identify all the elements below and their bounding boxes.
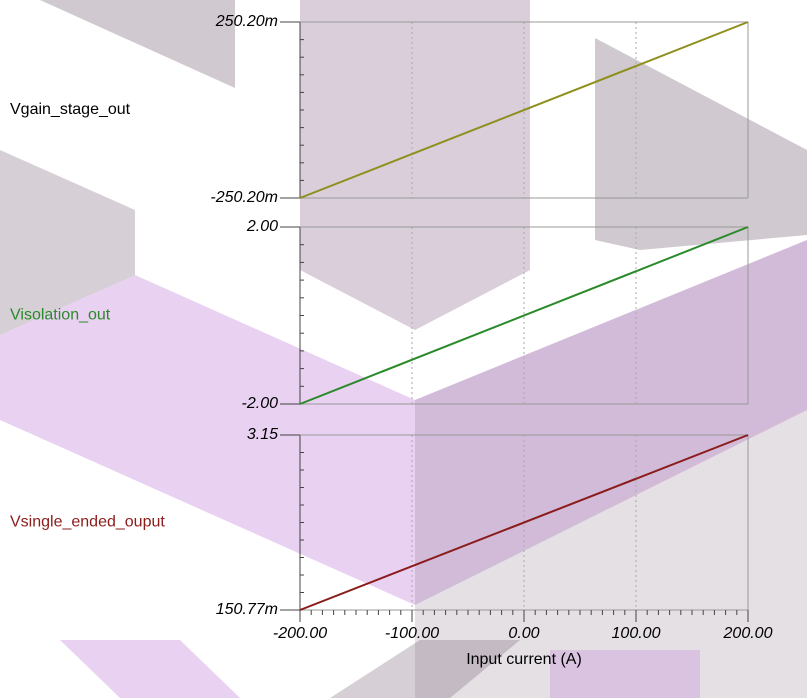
watermark-shape: [40, 0, 235, 88]
watermark-shape: [0, 240, 807, 605]
x-tick-label: -200.00: [273, 625, 327, 642]
watermark-shape: [415, 240, 807, 698]
y-tick-label: 3.15: [247, 426, 278, 443]
watermark-shape: [330, 640, 520, 698]
watermark-shape: [60, 640, 240, 698]
series-line: [299, 21, 749, 199]
y-tick-label: 250.20m: [215, 13, 278, 30]
y-tick-label: -2.00: [242, 395, 279, 412]
series-line: [299, 226, 749, 405]
series-label: Visolation_out: [10, 307, 111, 324]
watermark-shape: [300, 0, 530, 330]
x-tick-label: -100.00: [385, 625, 439, 642]
watermark-shape: [0, 150, 135, 335]
x-tick-label: 0.00: [508, 625, 539, 642]
y-tick-label: -250.20m: [210, 189, 278, 206]
x-tick-label: 200.00: [723, 625, 773, 642]
watermark-shape: [595, 38, 807, 250]
watermark-shape: [550, 650, 700, 698]
series-label: Vgain_stage_out: [10, 101, 131, 118]
y-tick-label: 2.00: [246, 218, 278, 235]
y-tick-label: 150.77m: [216, 601, 278, 618]
x-tick-label: 100.00: [612, 625, 661, 642]
series-line: [299, 434, 749, 611]
series-label: Vsingle_ended_ouput: [10, 514, 165, 531]
x-axis-label: Input current (A): [466, 651, 582, 668]
